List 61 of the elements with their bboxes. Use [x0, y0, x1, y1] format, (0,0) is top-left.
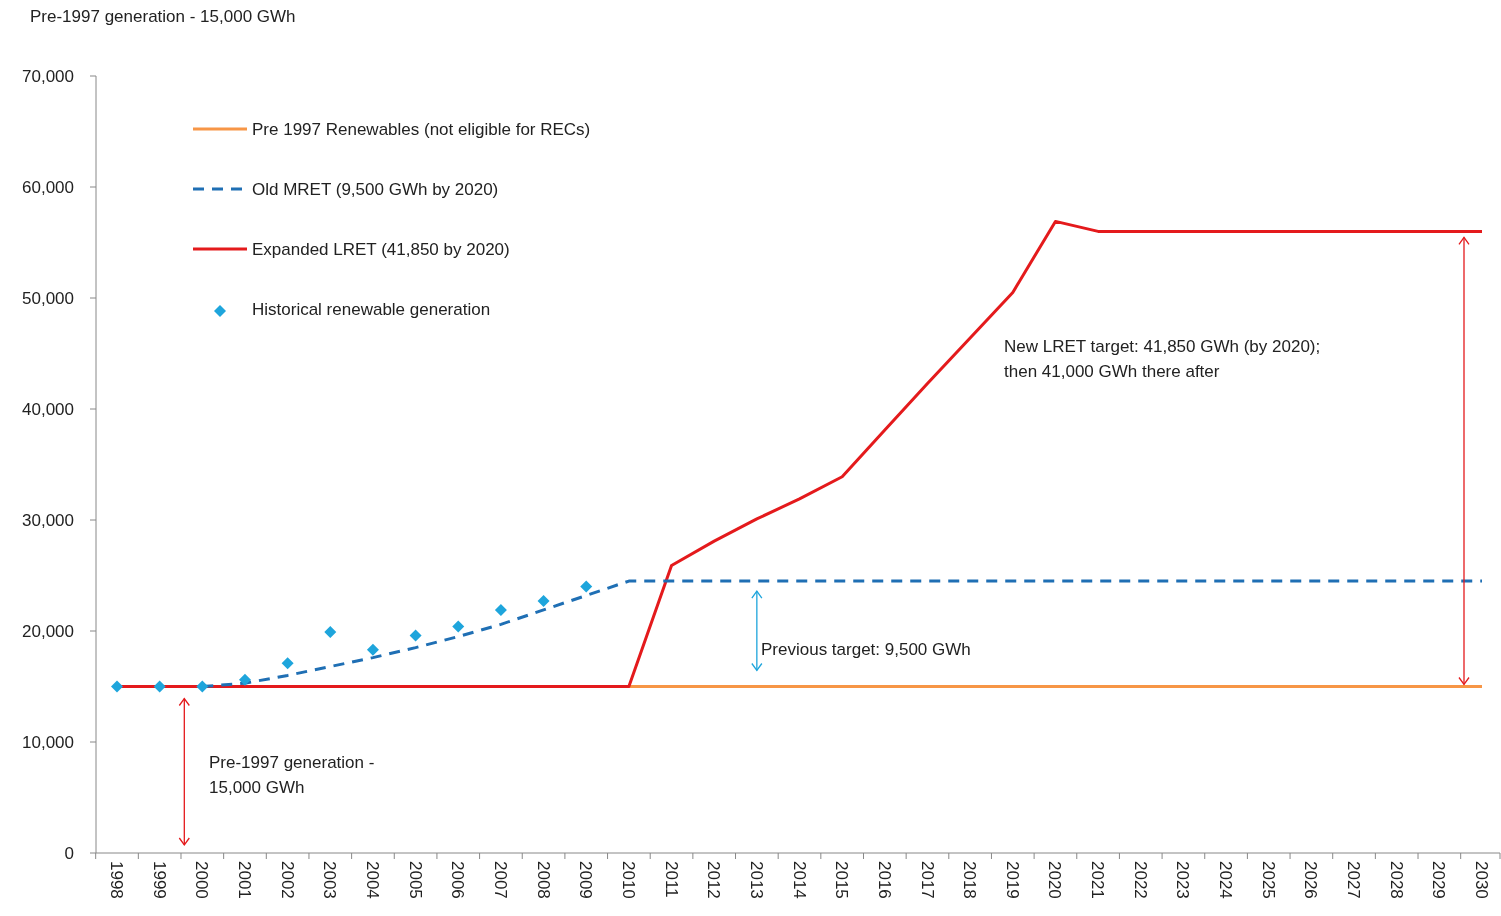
- x-tick-label: 1998: [107, 861, 127, 899]
- point: [111, 680, 123, 693]
- x-tick-label: 2029: [1429, 861, 1449, 899]
- x-tick-label: 2017: [917, 861, 937, 899]
- x-tick-label: 2014: [789, 861, 809, 899]
- x-tick-label: 2024: [1216, 861, 1236, 899]
- x-tick-label: 2002: [277, 861, 297, 899]
- point: [409, 629, 422, 642]
- point: [196, 680, 209, 693]
- y-tick-label: 70,000: [22, 66, 74, 86]
- x-tick-label: 2027: [1344, 861, 1364, 899]
- x-tick-label: 2013: [746, 861, 766, 899]
- annotation: Pre-1997 generation - 15,000 GWh: [209, 753, 375, 797]
- x-tick-label: 2007: [490, 861, 510, 899]
- legend-label: Pre 1997 Renewables (not eligible for RECs): [252, 119, 591, 139]
- x-tick-label: 2001: [235, 861, 255, 899]
- x-tick-label: 2016: [874, 861, 894, 899]
- x-tick-label: 2008: [533, 861, 553, 899]
- x-tick-label: 2000: [192, 861, 212, 899]
- point: [494, 603, 507, 616]
- x-tick-label: 2023: [1173, 861, 1193, 899]
- x-tick-label: 2022: [1130, 861, 1150, 899]
- point: [238, 673, 251, 686]
- x-tick-label: 2025: [1258, 861, 1278, 899]
- point: [537, 595, 550, 608]
- x-tick-label: 2006: [448, 861, 468, 899]
- x-tick-label: 2004: [362, 861, 382, 899]
- annotation: Previous target: 9,500 GWh: [761, 640, 971, 659]
- x-tick-label: 2026: [1301, 861, 1321, 899]
- x-tick-label: 2018: [960, 861, 980, 899]
- legend-label: Historical renewable generation: [252, 299, 491, 319]
- x-tick-label: 1999: [149, 861, 169, 899]
- point: [281, 657, 294, 670]
- y-tick-label: 10,000: [22, 732, 74, 752]
- annotation: New LRET target: 41,850 GWh (by 2020); then 41,000 GWh there after: [1004, 337, 1321, 381]
- x-tick-label: 2019: [1002, 861, 1022, 899]
- x-tick-label: 2015: [832, 861, 852, 899]
- chart-title: Pre-1997 generation - 15,000 GWh: [30, 7, 296, 26]
- legend-label: Old MRET (9,500 GWh by 2020): [252, 179, 499, 199]
- x-tick-label: 2010: [618, 861, 638, 899]
- x-tick-label: 2011: [661, 861, 681, 898]
- point: [452, 620, 465, 633]
- y-tick-label: 60,000: [22, 177, 74, 197]
- y-tick-label: 50,000: [22, 288, 74, 308]
- point: [324, 626, 337, 639]
- point: [580, 580, 593, 593]
- x-tick-label: 2005: [405, 861, 425, 899]
- y-tick-label: 0: [64, 843, 74, 863]
- y-tick-label: 20,000: [22, 621, 74, 641]
- x-tick-label: 2028: [1386, 861, 1406, 899]
- x-tick-label: 2030: [1472, 861, 1492, 899]
- x-tick-label: 2009: [576, 861, 596, 899]
- legend-label: Expanded LRET (41,850 by 2020): [252, 239, 510, 259]
- x-tick-label: 2020: [1045, 861, 1065, 899]
- y-tick-label: 40,000: [22, 399, 74, 419]
- y-tick-label: 30,000: [22, 510, 74, 530]
- point: [366, 643, 379, 656]
- point: [153, 680, 166, 693]
- x-tick-label: 2021: [1088, 861, 1108, 899]
- x-tick-label: 2003: [320, 861, 340, 899]
- x-tick-label: 2012: [704, 861, 724, 899]
